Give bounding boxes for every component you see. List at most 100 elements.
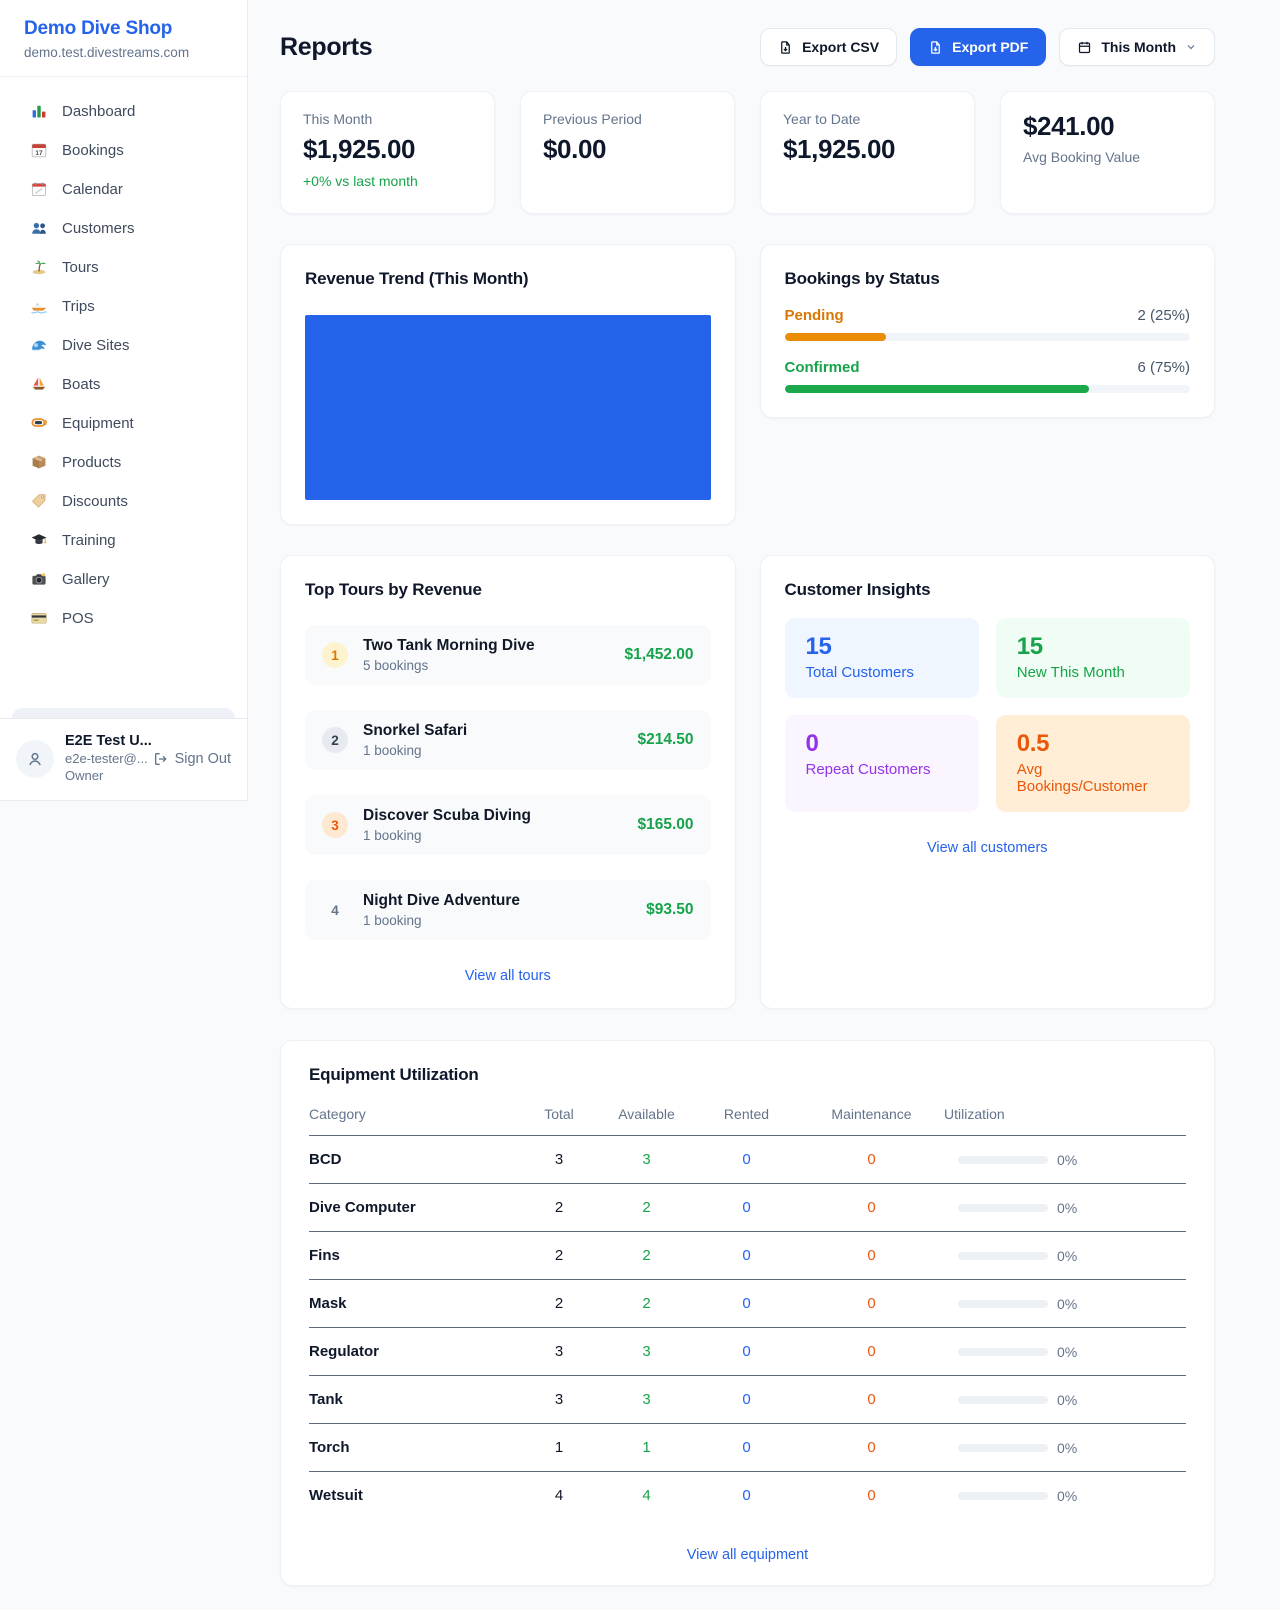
export-pdf-label: Export PDF [952, 39, 1029, 55]
cell-total: 3 [519, 1135, 599, 1184]
calendar-icon [1079, 41, 1091, 53]
tour-row[interactable]: 4 Night Dive Adventure 1 booking $93.50 [305, 880, 711, 940]
file-download-icon [931, 40, 940, 54]
cell-available: 2 [599, 1279, 694, 1328]
customer-insights-title: Customer Insights [784, 580, 931, 599]
period-selector-dropdown[interactable]: This Month [1059, 28, 1215, 66]
cell-rented: 0 [694, 1423, 799, 1472]
stat-card-avg-booking-value: $241.00 Avg Booking Value [1000, 91, 1215, 214]
export-csv-label: Export CSV [802, 39, 880, 55]
utilization-bar [958, 1347, 1048, 1356]
stat-value: $0.00 [543, 134, 607, 164]
sidebar-item-boats[interactable]: Boats [12, 365, 235, 403]
export-pdf-button[interactable]: Export PDF [910, 28, 1047, 66]
sidebar-item-customers[interactable]: Customers [12, 209, 235, 247]
table-row: Tank 3 3 0 0 0% [309, 1375, 1186, 1424]
sidebar-item-calendar[interactable]: Calendar [12, 170, 235, 208]
table-row: BCD 3 3 0 0 0% [309, 1135, 1186, 1184]
status-bar-track [784, 385, 1190, 393]
utilization-bar [958, 1395, 1048, 1404]
tour-revenue: $214.50 [637, 731, 694, 748]
cell-rented: 0 [694, 1135, 799, 1184]
utilization-bar [958, 1251, 1048, 1260]
cell-available: 3 [599, 1135, 694, 1184]
status-bar-fill [784, 385, 1089, 393]
insight-tile-new-this-month: 15 New This Month [995, 618, 1190, 698]
tour-name: Two Tank Morning Dive [363, 637, 535, 654]
sidebar-item-bookings[interactable]: 17 Bookings [12, 131, 235, 169]
sidebar-item-label: Calendar [62, 180, 123, 198]
person-icon [29, 752, 41, 766]
column-header-category: Category [309, 1093, 519, 1136]
chevron-down-icon [1187, 45, 1195, 50]
shop-name: Demo Dive Shop [24, 18, 173, 39]
utilization-percent: 0% [1057, 1439, 1078, 1456]
top-tours-title: Top Tours by Revenue [305, 580, 482, 599]
gallery-icon [30, 570, 48, 588]
sign-out-button[interactable]: Sign Out [153, 751, 231, 767]
sidebar-item-tours[interactable]: Tours [12, 248, 235, 286]
period-selector-label: This Month [1101, 39, 1176, 55]
sidebar-item-label: Discounts [62, 492, 128, 510]
sidebar-item-gallery[interactable]: Gallery [12, 560, 235, 598]
cell-category: Torch [309, 1423, 519, 1472]
cell-available: 1 [599, 1423, 694, 1472]
status-row-confirmed: Confirmed 6 (75%) [784, 359, 1190, 393]
view-all-customers-link[interactable]: View all customers [785, 840, 1191, 856]
table-row: Wetsuit 4 4 0 0 0% [309, 1472, 1186, 1520]
bookings-icon: 17 [30, 141, 48, 159]
cell-total: 2 [519, 1279, 599, 1328]
view-all-equipment-link[interactable]: View all equipment [309, 1547, 1186, 1563]
cell-available: 3 [599, 1375, 694, 1424]
sidebar-item-products[interactable]: Products [12, 443, 235, 481]
dashboard-icon [30, 102, 48, 120]
tile-value: 15 [1016, 633, 1043, 660]
sidebar-item-pos[interactable]: POS [12, 599, 235, 637]
cell-rented: 0 [742, 1487, 751, 1504]
export-csv-button[interactable]: Export CSV [760, 28, 898, 66]
column-header-maintenance: Maintenance [799, 1093, 944, 1136]
cell-available: 3 [599, 1327, 694, 1376]
top-tours-card: Top Tours by Revenue 1 Two Tank Morning … [280, 555, 736, 1009]
sidebar-item-label: Products [62, 453, 122, 471]
sidebar-item-dashboard[interactable]: Dashboard [12, 92, 235, 130]
cell-category: Tank [309, 1375, 519, 1424]
tour-row[interactable]: 3 Discover Scuba Diving 1 booking $165.0… [305, 795, 711, 855]
discounts-icon [30, 492, 48, 510]
tour-name: Snorkel Safari [363, 722, 468, 739]
sidebar-item-equipment[interactable]: Equipment [12, 404, 235, 442]
cell-category: Fins [309, 1231, 519, 1280]
view-all-tours-link[interactable]: View all tours [305, 968, 711, 984]
sidebar-item-dive-sites[interactable]: Dive Sites [12, 326, 235, 364]
tour-row[interactable]: 2 Snorkel Safari 1 booking $214.50 [305, 710, 711, 770]
stat-label: Year to Date [783, 111, 861, 127]
stat-label: Previous Period [543, 111, 642, 127]
column-header-available: Available [599, 1093, 694, 1136]
stat-value: $241.00 [1023, 111, 1115, 141]
equipment-icon [30, 414, 48, 432]
status-count: 6 (75%) [1137, 359, 1190, 376]
rank-badge: 4 [331, 902, 339, 918]
sidebar-item-training[interactable]: Training [12, 521, 235, 559]
column-header-utilization: Utilization [944, 1093, 1186, 1136]
revenue-trend-title: Revenue Trend (This Month) [305, 269, 529, 288]
table-row: Mask 2 2 0 0 0% [309, 1279, 1186, 1328]
tour-row[interactable]: 1 Two Tank Morning Dive 5 bookings $1,45… [305, 625, 711, 685]
cell-total: 3 [519, 1375, 599, 1424]
sidebar-item-trips[interactable]: Trips [12, 287, 235, 325]
equipment-table: Category Total Available Rented Maintena… [309, 1093, 1186, 1519]
products-icon [30, 453, 48, 471]
sidebar-item-discounts[interactable]: Discounts [12, 482, 235, 520]
table-row: Dive Computer 2 2 0 0 0% [309, 1183, 1186, 1232]
sidebar-item-label: Bookings [62, 141, 124, 159]
cell-category: BCD [309, 1135, 519, 1184]
stat-cards-row: This Month $1,925.00 +0% vs last month P… [280, 91, 1215, 214]
sidebar-item-active-partial[interactable] [12, 708, 235, 719]
sidebar-item-label: Equipment [62, 414, 134, 432]
sidebar-item-label: Tours [62, 258, 99, 276]
cell-total: 2 [519, 1183, 599, 1232]
user-role: Owner [65, 768, 104, 784]
tour-bookings: 5 bookings [363, 658, 429, 673]
sidebar-item-label: Dashboard [62, 102, 136, 120]
